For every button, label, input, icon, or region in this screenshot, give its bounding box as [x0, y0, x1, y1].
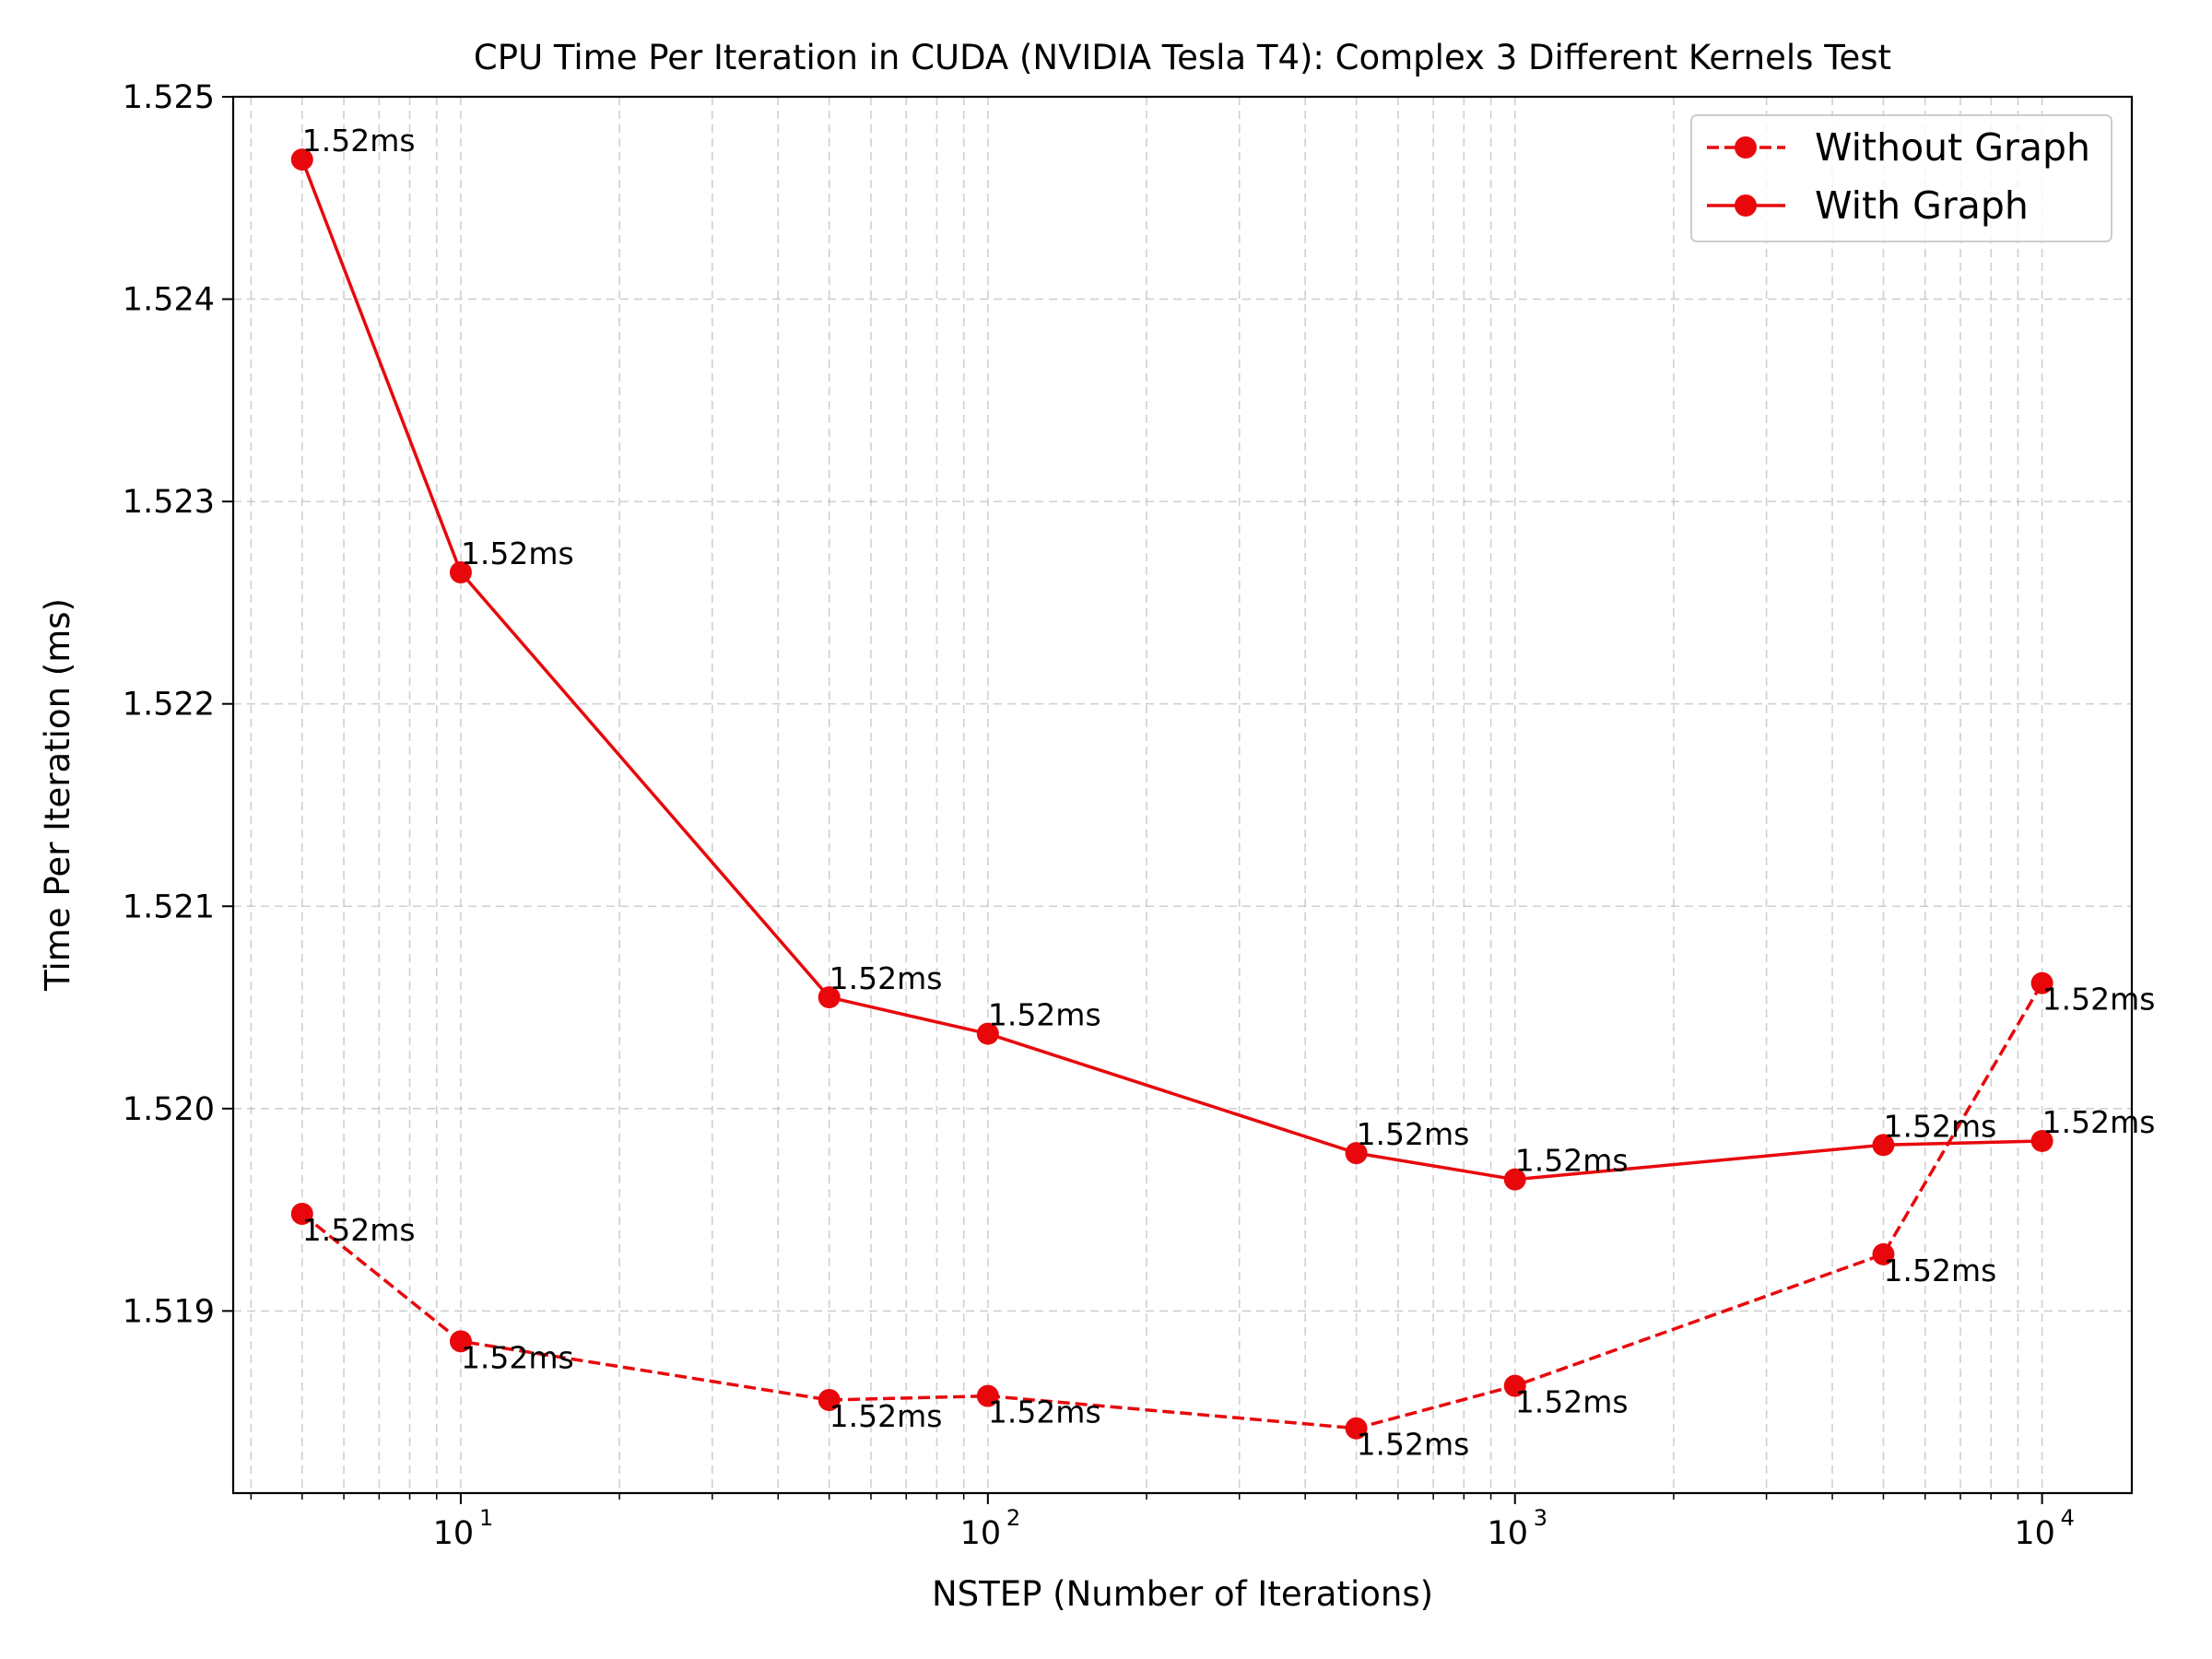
point-with-graph: [1345, 1142, 1368, 1165]
legend-label-with-graph: With Graph: [1815, 183, 2029, 228]
data-label-without-graph: 1.52ms: [1883, 1253, 1996, 1288]
chart-title: CPU Time Per Iteration in CUDA (NVIDIA T…: [474, 38, 1891, 77]
data-label-with-graph: 1.52ms: [988, 997, 1101, 1033]
point-without-graph: [2030, 971, 2053, 994]
data-label-with-graph: 1.52ms: [830, 960, 943, 996]
data-label-with-graph: 1.52ms: [1357, 1116, 1470, 1152]
point-with-graph: [290, 148, 313, 171]
point-with-graph: [2030, 1129, 2053, 1152]
point-without-graph: [1345, 1417, 1368, 1440]
plot-frame: [231, 95, 2134, 1495]
legend-marker-without-graph: [1735, 136, 1757, 159]
data-label-with-graph: 1.52ms: [461, 535, 574, 571]
y-axis-label: Time Per Iteration (ms): [38, 598, 77, 992]
x-axis-label: NSTEP (Number of Iterations): [932, 1574, 1433, 1614]
data-labels: 1.52ms 1.52ms 1.52ms 1.52ms 1.52ms 1.52ms 1.52…: [302, 123, 2156, 1463]
x-tick-label: 10 1: [433, 1505, 494, 1552]
data-label-without-graph: 1.52ms: [2042, 982, 2156, 1018]
x-tick-label-base: 10: [433, 1515, 475, 1552]
point-without-graph: [818, 1389, 841, 1411]
x-tick-label-exponent: 3: [1534, 1505, 1547, 1531]
point-without-graph: [1503, 1374, 1526, 1397]
x-tick-label: 10 2: [960, 1505, 1021, 1552]
y-tick-label: 1.523: [123, 484, 215, 521]
data-label-with-graph: 1.52ms: [302, 123, 416, 159]
data-label-with-graph: 1.52ms: [1515, 1143, 1629, 1179]
y-tick-label: 1.520: [123, 1091, 215, 1128]
x-tick-label: 10 3: [1487, 1505, 1547, 1552]
y-tick-label: 1.521: [123, 888, 215, 925]
y-tick-label: 1.524: [123, 282, 215, 319]
y-tick-label: 1.519: [123, 1293, 215, 1330]
x-tick-label-base: 10: [2014, 1515, 2055, 1552]
x-tick-label-base: 10: [1487, 1515, 1528, 1552]
legend: Without Graph With Graph: [1690, 114, 2112, 242]
x-tick-label-exponent: 1: [479, 1505, 493, 1531]
series-line-without-graph: [300, 982, 2044, 1430]
x-tick-label-exponent: 4: [2061, 1505, 2075, 1531]
legend-item-without-graph: Without Graph: [1707, 125, 2090, 170]
data-label-with-graph: 1.52ms: [2042, 1104, 2156, 1140]
data-label-without-graph: 1.52ms: [1357, 1427, 1470, 1463]
x-tick-label: 10 4: [2014, 1505, 2075, 1552]
legend-marker-with-graph: [1735, 194, 1757, 217]
point-without-graph: [449, 1330, 472, 1353]
data-label-without-graph: 1.52ms: [830, 1398, 943, 1434]
point-with-graph: [1872, 1134, 1895, 1157]
point-with-graph: [976, 1022, 999, 1045]
point-without-graph: [290, 1203, 313, 1225]
series-line-with-graph: [300, 159, 2042, 1182]
point-without-graph: [976, 1384, 999, 1407]
point-with-graph: [818, 986, 841, 1009]
point-without-graph: [1872, 1242, 1895, 1265]
x-tick-label-base: 10: [960, 1515, 1002, 1552]
series-layer: [290, 148, 2053, 1440]
grid: [233, 96, 2132, 1493]
data-label-without-graph: 1.52ms: [302, 1212, 416, 1248]
x-tick-label-exponent: 2: [1006, 1505, 1020, 1531]
data-label-without-graph: 1.52ms: [988, 1394, 1101, 1430]
point-with-graph: [449, 560, 472, 583]
point-with-graph: [1503, 1168, 1526, 1191]
data-label-with-graph: 1.52ms: [1883, 1108, 1996, 1144]
y-tick-label: 1.522: [123, 687, 215, 724]
data-label-without-graph: 1.52ms: [461, 1339, 574, 1375]
data-label-without-graph: 1.52ms: [1515, 1384, 1629, 1420]
y-tick-label: 1.525: [123, 79, 215, 116]
legend-box: [1690, 114, 2112, 242]
legend-item-with-graph: With Graph: [1707, 183, 2029, 228]
legend-label-without-graph: Without Graph: [1815, 125, 2090, 170]
